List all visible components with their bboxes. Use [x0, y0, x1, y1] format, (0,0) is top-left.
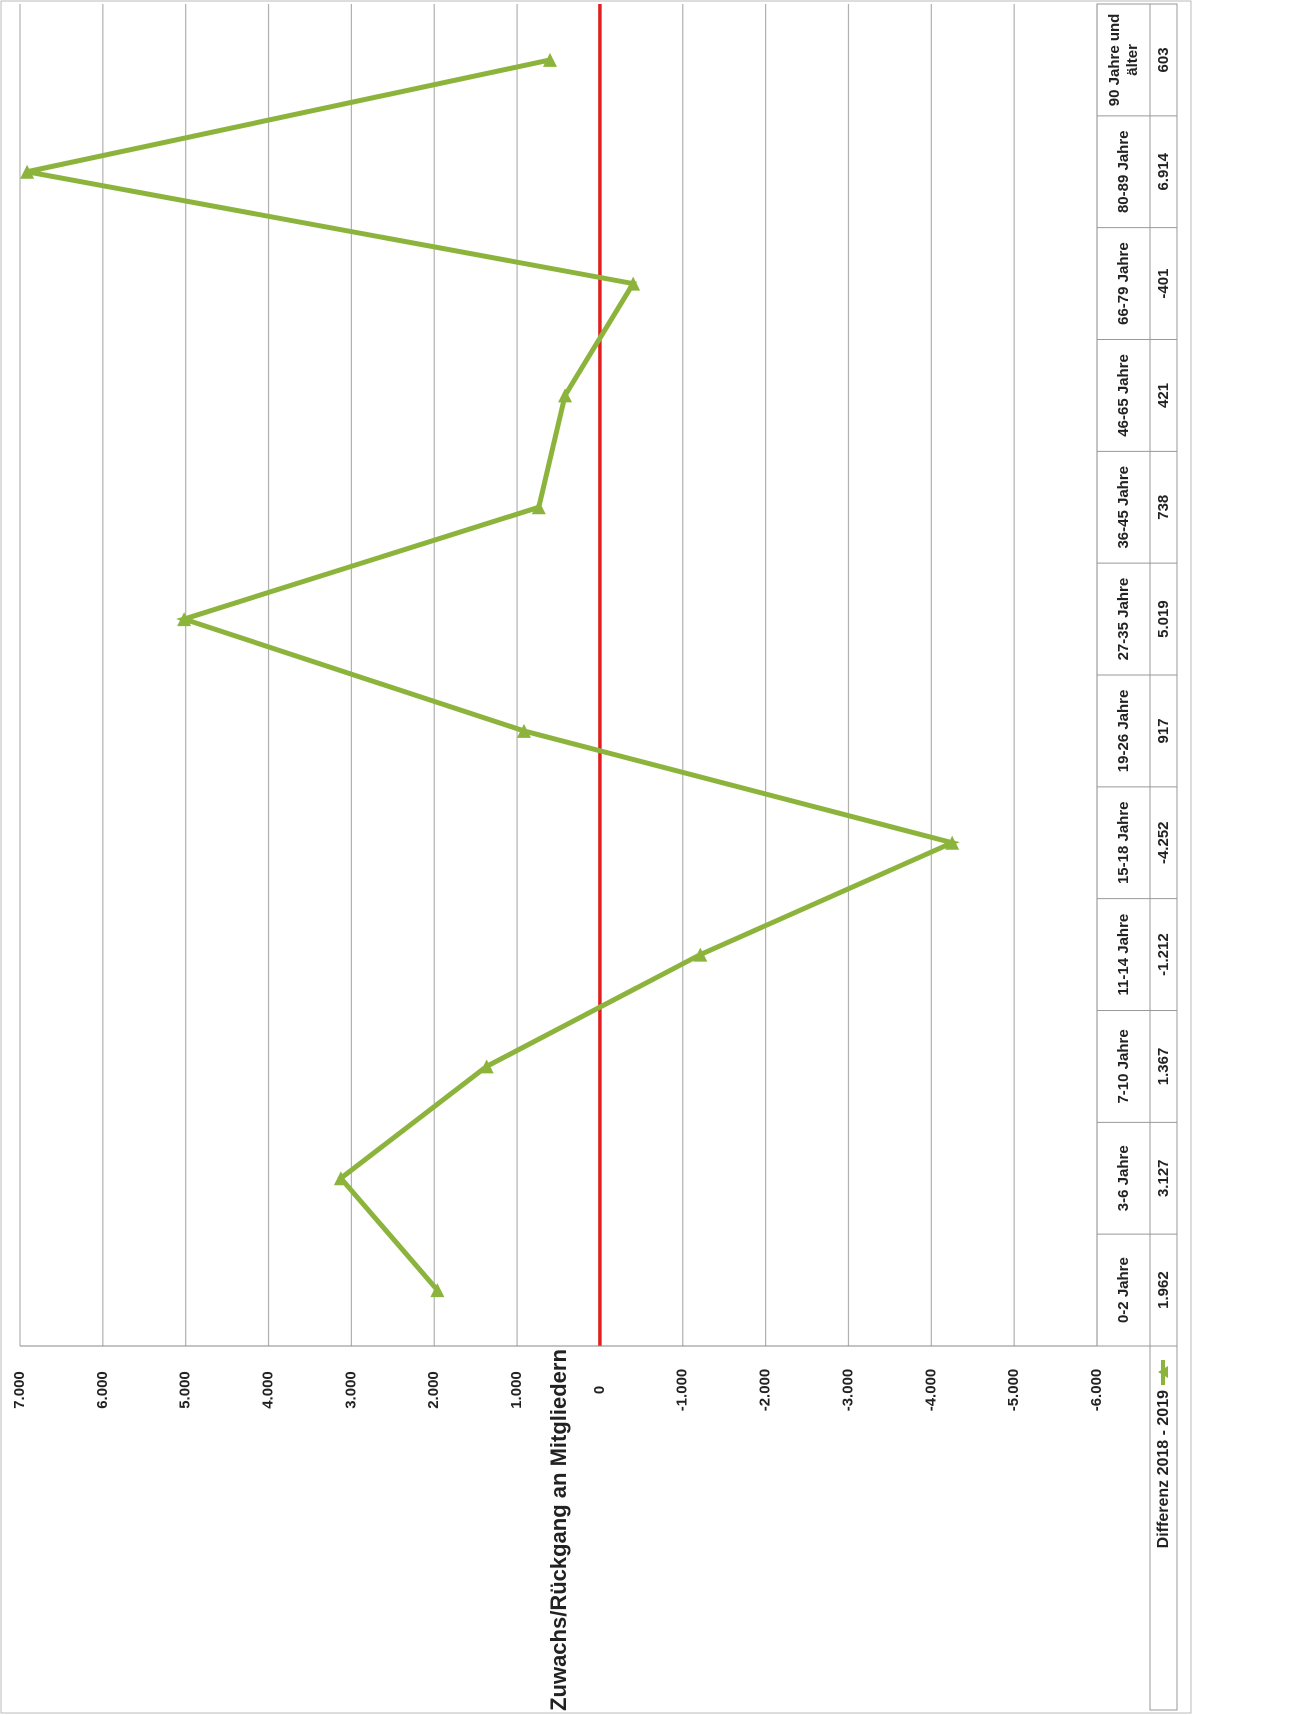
category-label: 0-2 Jahre [1115, 1257, 1132, 1323]
marker [558, 388, 573, 403]
y-tick-label: 1.000 [508, 1371, 525, 1409]
y-tick-label: 5.000 [177, 1371, 194, 1409]
marker [333, 1171, 348, 1186]
axis-title: Zuwachs/Rückgang an Mitgliedern [546, 1349, 571, 1711]
value-label: -4.252 [1155, 821, 1172, 864]
y-tick-label: -1.000 [674, 1369, 691, 1412]
marker [945, 835, 960, 850]
value-label: -401 [1155, 269, 1172, 299]
marker [531, 500, 546, 515]
value-label: 603 [1155, 47, 1172, 72]
value-label: 1.367 [1155, 1048, 1172, 1086]
category-label: 46-65 Jahre [1115, 354, 1132, 437]
category-label: 11-14 Jahre [1115, 914, 1132, 996]
value-label: 3.127 [1155, 1159, 1172, 1197]
category-label-line: älter [1124, 44, 1141, 76]
y-tick-label: 7.000 [11, 1371, 28, 1409]
y-tick-label: -4.000 [922, 1369, 939, 1412]
category-label: 19-26 Jahre [1115, 690, 1132, 773]
marker [542, 52, 557, 67]
category-label: 36-45 Jahre [1115, 466, 1132, 549]
category-label: 90 Jahre undälter [1106, 14, 1141, 107]
category-label: 27-35 Jahre [1115, 578, 1132, 661]
legend-marker [1158, 1366, 1168, 1378]
marker [693, 947, 708, 962]
marker [430, 1283, 445, 1298]
marker [177, 612, 192, 627]
marker [479, 1059, 494, 1074]
category-label: 7-10 Jahre [1115, 1029, 1132, 1103]
y-tick-label: -6.000 [1088, 1369, 1105, 1412]
value-label: 1.962 [1155, 1271, 1172, 1309]
y-tick-label: -2.000 [757, 1369, 774, 1412]
category-label-line: 90 Jahre und [1106, 14, 1123, 107]
value-label: 5.019 [1155, 600, 1172, 638]
y-tick-label: 0 [591, 1386, 608, 1394]
category-label: 66-79 Jahre [1115, 242, 1132, 325]
y-tick-label: 2.000 [425, 1371, 442, 1409]
value-label: 738 [1155, 495, 1172, 520]
rotated-chart: Zuwachs/Rückgang an Mitgliedern -6.000 -5… [11, 3, 1178, 1711]
series-line [26, 57, 960, 1292]
y-tick-label: -3.000 [839, 1369, 856, 1412]
value-label: 421 [1155, 383, 1172, 408]
legend-label: Differenz 2018 - 2019 [1155, 1390, 1172, 1548]
marker [20, 164, 35, 179]
value-label: -1.212 [1155, 933, 1172, 976]
category-label: 80-89 Jahre [1115, 130, 1132, 213]
frame [0, 0, 1192, 1714]
y-tick-label: 3.000 [342, 1371, 359, 1409]
category-label: 15-18 Jahre [1115, 801, 1132, 884]
category-label: 3-6 Jahre [1115, 1145, 1132, 1211]
y-tick-label: 4.000 [260, 1371, 277, 1409]
y-tick-label: -5.000 [1005, 1369, 1022, 1412]
value-label: 6.914 [1155, 152, 1172, 190]
marker [516, 723, 531, 738]
y-tick-label: 6.000 [94, 1371, 111, 1409]
value-label: 917 [1155, 718, 1172, 743]
marker [626, 276, 641, 291]
